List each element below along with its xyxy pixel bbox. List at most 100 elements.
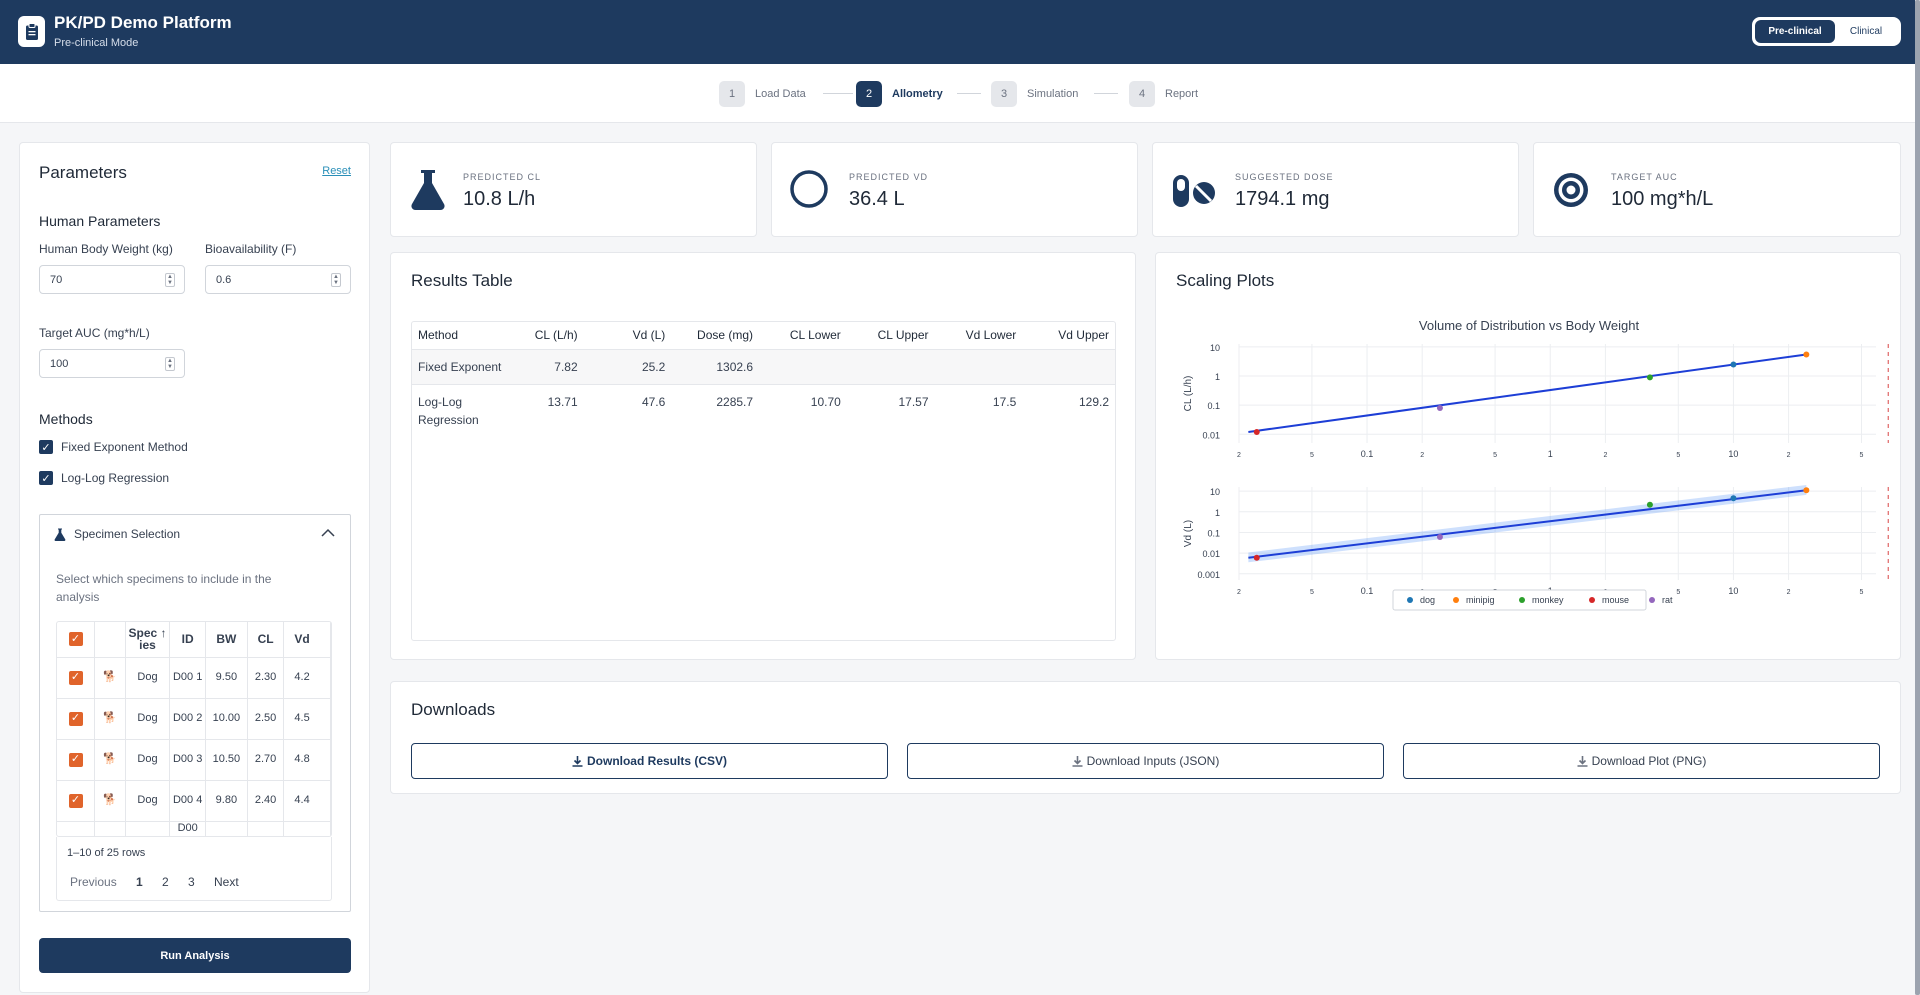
x-tick-label: 0.1 xyxy=(1361,449,1374,459)
data-point-dog[interactable] xyxy=(1730,495,1737,502)
column-header[interactable]: Vd Lower xyxy=(934,322,1023,350)
target-auc-input[interactable]: 100 ▲ ▼ xyxy=(39,349,185,378)
scrollbar-thumb[interactable] xyxy=(1915,0,1920,995)
column-header[interactable]: CL Upper xyxy=(846,322,935,350)
fixed-exponent-checkbox[interactable]: ✓ Fixed Exponent Method xyxy=(39,440,188,454)
table-cell: 17.5 xyxy=(992,394,1017,409)
body-weight-input[interactable]: 70 ▲ ▼ xyxy=(39,265,185,294)
page-1-button[interactable]: 1 xyxy=(136,875,143,889)
legend-entry-rat[interactable]: rat xyxy=(1662,595,1673,605)
parameters-title: Parameters xyxy=(39,163,127,182)
x-tick-label: 2 xyxy=(1237,452,1241,459)
scaling-plot[interactable]: Volume of Distribution vs Body Weight 10… xyxy=(1156,253,1902,661)
table-cell: 1302.6 xyxy=(671,349,760,385)
specimen-selection-header[interactable]: Specimen Selection xyxy=(54,527,180,541)
reset-link[interactable]: Reset xyxy=(322,165,351,177)
legend-entry-mouse[interactable]: mouse xyxy=(1602,595,1629,605)
legend-entry-monkey[interactable]: monkey xyxy=(1532,595,1564,605)
run-analysis-button[interactable]: Run Analysis xyxy=(39,938,351,973)
row-checkbox[interactable]: ✓ xyxy=(57,698,95,740)
log-log-regression-checkbox[interactable]: ✓ Log-Log Regression xyxy=(39,471,169,485)
column-header[interactable]: Dose (mg) xyxy=(671,322,760,350)
download-csv-button[interactable]: Download Results (CSV) xyxy=(411,743,888,779)
table-row: Fixed Exponent 7.82 25.2 1302.6 xyxy=(412,349,1115,385)
column-header[interactable]: CL Lower xyxy=(759,322,847,350)
next-page-button[interactable]: Next xyxy=(214,875,239,889)
id-column-header[interactable]: ID xyxy=(169,622,207,658)
clinical-mode-button[interactable]: Clinical xyxy=(1835,20,1897,43)
step-report[interactable]: 4 Report xyxy=(1129,81,1198,107)
data-point-monkey[interactable] xyxy=(1646,501,1653,508)
row-checkbox[interactable]: ✓ xyxy=(57,657,95,699)
specimen-selection-panel: Specimen Selection Select which specimen… xyxy=(39,514,351,912)
cl-column-header[interactable]: CL xyxy=(247,622,285,658)
predicted-cl-card: Predicted CL 10.8 L/h xyxy=(390,142,757,237)
number-spinner[interactable]: ▲ ▼ xyxy=(331,273,341,287)
row-checkbox[interactable]: ✓ xyxy=(57,780,95,822)
regression-line xyxy=(1248,353,1807,433)
y-tick-label: 0.01 xyxy=(1202,430,1220,440)
page-3-button[interactable]: 3 xyxy=(188,875,195,889)
workflow-stepper: 1 Load Data 2 Allometry 3 Simulation 4 Repor… xyxy=(0,64,1915,123)
download-icon xyxy=(1577,755,1588,767)
x-tick-label: 5 xyxy=(1310,589,1314,596)
specimen-selection-title: Specimen Selection xyxy=(74,527,181,541)
preclinical-mode-button[interactable]: Pre-clinical xyxy=(1755,20,1835,43)
bw-cell: 9.50 xyxy=(205,657,248,699)
metric-label: Suggested Dose xyxy=(1235,172,1334,182)
metric-label: Predicted CL xyxy=(463,172,542,182)
column-header[interactable]: CL (L/h) xyxy=(511,322,584,350)
table-cell xyxy=(934,349,1023,385)
data-point-minipig[interactable] xyxy=(1803,487,1810,494)
data-point-rat[interactable] xyxy=(1436,404,1443,411)
step-allometry[interactable]: 2 Allometry xyxy=(856,81,943,107)
vd-column-header[interactable]: Vd xyxy=(283,622,331,658)
results-table: Method CL (L/h) Vd (L) Dose (mg) CL Lowe… xyxy=(411,321,1116,641)
metric-label: Predicted VD xyxy=(849,172,929,182)
checkbox-checked-icon: ✓ xyxy=(39,440,53,454)
download-json-button[interactable]: Download Inputs (JSON) xyxy=(907,743,1384,779)
page-2-button[interactable]: 2 xyxy=(162,875,169,889)
column-header[interactable]: Vd (L) xyxy=(583,322,672,350)
metric-value: 100 mg*h/L xyxy=(1611,188,1714,210)
bioavailability-input[interactable]: 0.6 ▲ ▼ xyxy=(205,265,351,294)
table-cell: 10.70 xyxy=(810,394,841,409)
dog-icon: 🐕 xyxy=(94,657,126,699)
column-header[interactable]: Vd Upper xyxy=(1022,322,1115,350)
y-tick-label: 10 xyxy=(1210,343,1220,353)
method-cell: Fixed Exponent xyxy=(412,349,512,385)
legend-entry-dog[interactable]: dog xyxy=(1420,595,1435,605)
data-point-monkey[interactable] xyxy=(1646,374,1653,381)
row-checkbox[interactable]: ✓ xyxy=(57,739,95,781)
downloads-title: Downloads xyxy=(411,700,496,719)
previous-page-button[interactable]: Previous xyxy=(70,875,117,889)
y-tick-label: 0.01 xyxy=(1202,549,1220,559)
x-tick-label: 0.1 xyxy=(1361,586,1374,596)
select-all-checkbox[interactable]: ✓ xyxy=(57,622,95,658)
data-point-mouse[interactable] xyxy=(1253,554,1260,561)
number-spinner[interactable]: ▲ ▼ xyxy=(165,357,175,371)
app-header: PK/PD Demo Platform Pre-clinical Mode Pr… xyxy=(0,0,1920,64)
step-simulation[interactable]: 3 Simulation xyxy=(991,81,1078,107)
download-png-button[interactable]: Download Plot (PNG) xyxy=(1403,743,1880,779)
suggested-dose-card: Suggested Dose 1794.1 mg xyxy=(1152,142,1519,237)
data-point-mouse[interactable] xyxy=(1253,428,1260,435)
metric-value: 36.4 L xyxy=(849,188,905,210)
x-tick-label: 5 xyxy=(1860,589,1864,596)
legend-marker-mouse xyxy=(1589,597,1595,603)
vd-cell: 4.8 xyxy=(283,739,331,781)
bw-column-header[interactable]: BW xyxy=(205,622,248,658)
step-label: Load Data xyxy=(755,88,806,100)
page-scrollbar[interactable] xyxy=(1915,0,1920,995)
column-header[interactable]: Method xyxy=(412,322,512,350)
step-load-data[interactable]: 1 Load Data xyxy=(719,81,806,107)
chevron-up-icon[interactable] xyxy=(321,528,335,537)
data-point-dog[interactable] xyxy=(1730,361,1737,368)
data-point-rat[interactable] xyxy=(1436,534,1443,541)
downloads-panel: Downloads Download Results (CSV) Downloa… xyxy=(390,681,1901,794)
legend-entry-minipig[interactable]: minipig xyxy=(1466,595,1495,605)
metric-value: 1794.1 mg xyxy=(1235,188,1330,210)
number-spinner[interactable]: ▲ ▼ xyxy=(165,273,175,287)
species-column-header[interactable]: Spec ↑ ies xyxy=(125,622,171,658)
data-point-minipig[interactable] xyxy=(1803,351,1810,358)
